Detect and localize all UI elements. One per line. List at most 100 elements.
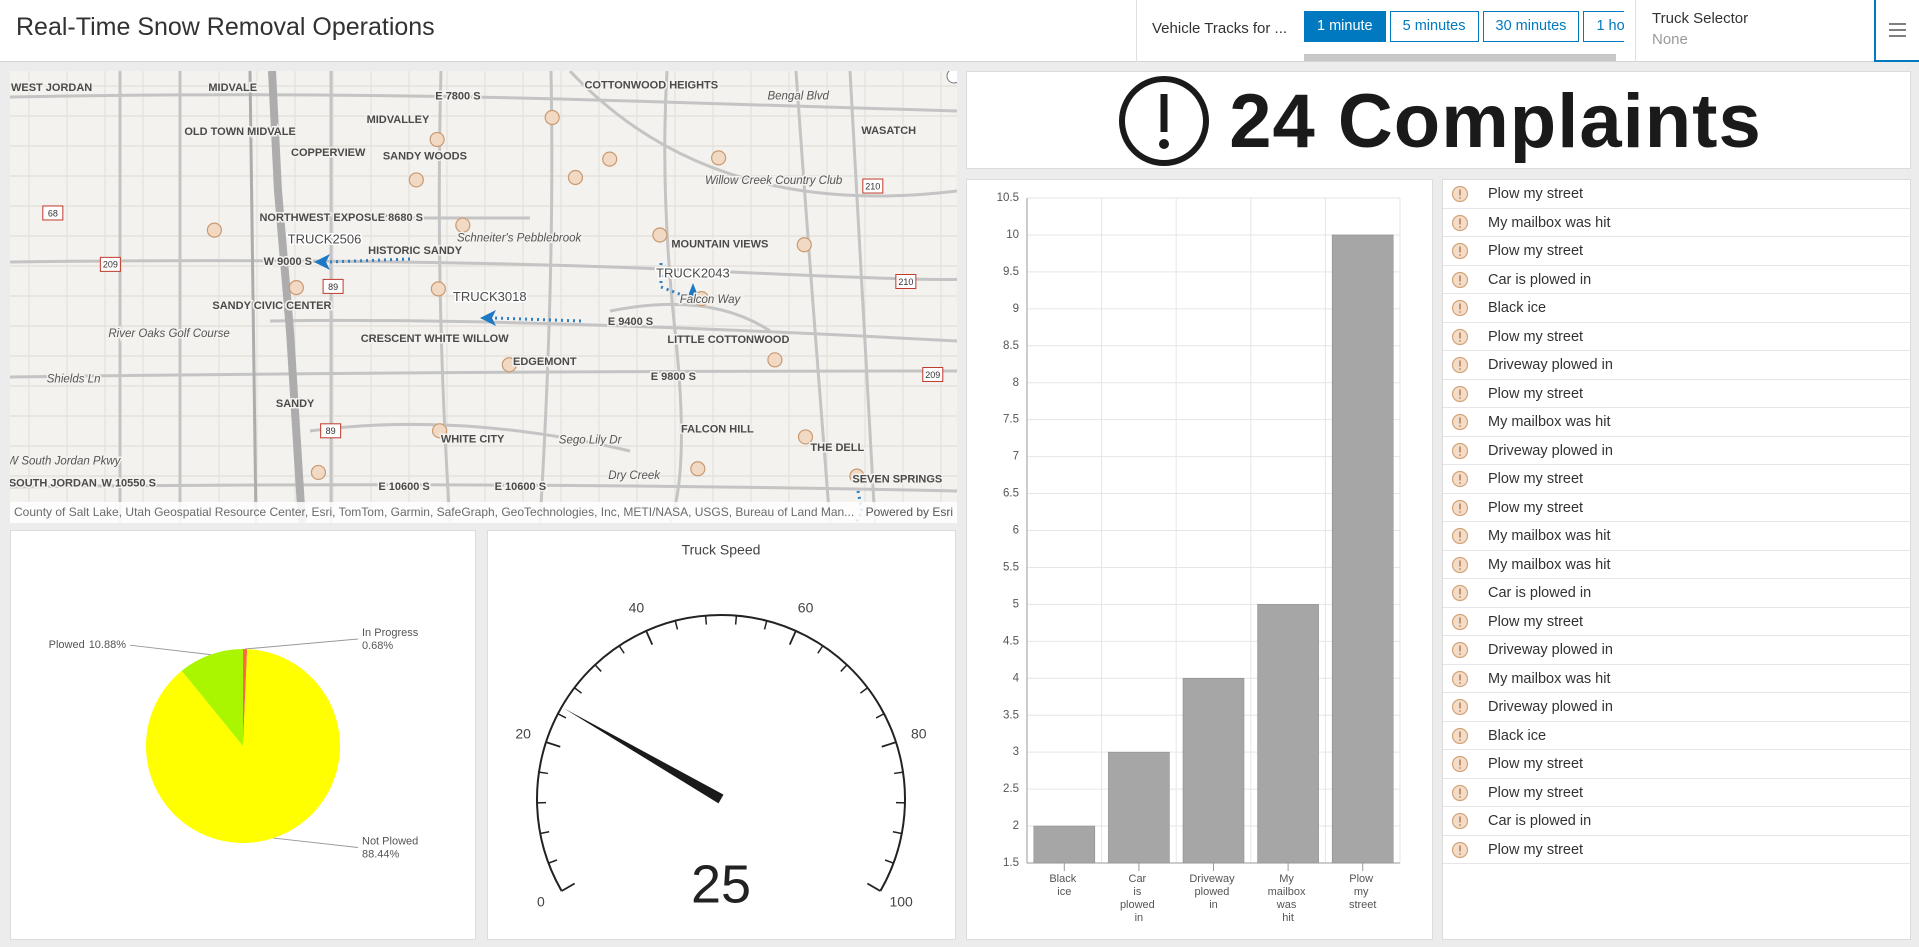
map-label: NORTHWEST EXPOSURE	[259, 212, 394, 224]
complaint-row[interactable]: Plow my street	[1443, 750, 1910, 779]
complaint-row[interactable]: Plow my street	[1443, 494, 1910, 522]
map-label: Schneiter's Pebblebrook	[457, 233, 583, 245]
map-label: MIDVALLEY	[367, 114, 430, 126]
y-tick-label: 6.5	[1003, 488, 1019, 500]
label-line: plowed	[1120, 899, 1158, 911]
complaint-row[interactable]: Plow my street	[1443, 237, 1910, 266]
complaint-row[interactable]: Plow my street	[1443, 836, 1910, 864]
selector-value[interactable]: None	[1652, 31, 1688, 48]
time-option-button[interactable]: 1 minute	[1304, 11, 1386, 42]
icon-dot	[1459, 681, 1461, 684]
complaint-marker	[429, 131, 445, 148]
y-tick-label: 8.5	[1003, 340, 1019, 352]
icon-dot	[1459, 624, 1461, 627]
time-option-button[interactable]: 5 minutes	[1389, 11, 1479, 42]
icon-dot	[1459, 339, 1461, 342]
complaint-icon	[1451, 356, 1469, 374]
icon-dot	[1459, 710, 1461, 712]
minor-tick	[859, 687, 869, 694]
label-line: Driveway	[1189, 873, 1237, 885]
complaint-row[interactable]: My mailbox was hit	[1443, 551, 1910, 579]
icon-dot	[1459, 767, 1461, 769]
map-label: SOUTH JORDAN	[10, 477, 97, 489]
complaint-text: My mailbox was hit	[1488, 528, 1611, 544]
complaint-text: Black ice	[1488, 300, 1547, 316]
complaint-text: Plow my street	[1488, 385, 1584, 402]
complaint-text: Driveway plowed in	[1488, 642, 1613, 658]
map[interactable]: WEST JORDAN MIDVALE COTTONWOOD HEIGHTS Beng…	[10, 71, 957, 523]
y-tick-label: 3.5	[1003, 709, 1019, 721]
tick-label: 0	[537, 894, 545, 910]
complaint-row[interactable]: Driveway plowed in	[1443, 693, 1910, 722]
complaint-row[interactable]: Driveway plowed in	[1443, 636, 1910, 665]
complaint-row[interactable]: Plow my street	[1443, 779, 1910, 807]
indicator-panel: 24 Complaints	[966, 71, 1911, 169]
scrollbar[interactable]	[1304, 54, 1616, 61]
icon-dot	[1459, 282, 1461, 285]
y-tick-label: 5.5	[1003, 561, 1019, 573]
menu-button[interactable]	[1874, 0, 1919, 62]
complaint-row[interactable]: Plow my street	[1443, 180, 1910, 209]
icon-mark	[1459, 731, 1461, 737]
roads	[10, 71, 957, 523]
complaint-row[interactable]: Car is plowed in	[1443, 266, 1910, 294]
complaint-icon	[1451, 527, 1469, 545]
powered-by[interactable]: Powered by Esri	[866, 505, 953, 519]
complaint-row[interactable]: Plow my street	[1443, 608, 1910, 636]
major-tick	[561, 882, 576, 892]
y-tick-label: 1.5	[1003, 857, 1019, 869]
complaint-marker	[849, 468, 865, 484]
map-label: FALCON HILL	[681, 423, 754, 435]
map-panel[interactable]: WEST JORDAN MIDVALE COTTONWOOD HEIGHTS Beng…	[10, 71, 957, 523]
complaint-row[interactable]: Plow my street	[1443, 380, 1910, 408]
icon-dot	[1459, 567, 1461, 570]
icon-dot	[1459, 539, 1461, 541]
pie-slice	[145, 649, 340, 843]
complaint-marker	[310, 464, 327, 481]
attribution-bar	[10, 502, 957, 523]
complaint-text: Driveway plowed in	[1488, 442, 1613, 459]
complaint-row[interactable]: Driveway plowed in	[1443, 351, 1910, 380]
x-tick-label: My mailbox was hit	[1268, 873, 1309, 924]
bar	[1331, 234, 1394, 864]
complaint-marker	[797, 429, 814, 445]
icon-mark	[1459, 759, 1461, 766]
map-label: E 9400 S	[608, 316, 653, 328]
complaint-icon	[1451, 442, 1469, 459]
complaint-row[interactable]: Car is plowed in	[1443, 579, 1910, 608]
complaint-row[interactable]: Car is plowed in	[1443, 807, 1910, 836]
complaint-icon	[1451, 727, 1469, 744]
complaint-row[interactable]: My mailbox was hit	[1443, 209, 1910, 237]
icon-dot	[1459, 425, 1461, 427]
complaint-icon	[1451, 242, 1469, 260]
complaint-text: Plow my street	[1488, 613, 1584, 630]
map-label: Falcon Way	[680, 294, 742, 306]
bar	[1182, 677, 1245, 864]
complaint-row[interactable]: Plow my street	[1443, 465, 1910, 494]
time-option-button[interactable]: 1 hour	[1583, 11, 1624, 42]
complaint-row[interactable]: My mailbox was hit	[1443, 665, 1910, 693]
expand-button[interactable]	[946, 71, 957, 84]
complaint-row[interactable]: My mailbox was hit	[1443, 408, 1910, 437]
y-tick-label: 2	[1013, 820, 1019, 832]
map-label: EDGEMONT	[513, 356, 577, 368]
bar	[1033, 825, 1096, 864]
route-number: 210	[898, 277, 913, 287]
complaint-row[interactable]: Black ice	[1443, 294, 1910, 323]
indicator-label: Complaints	[1337, 78, 1762, 164]
major-tick	[645, 630, 654, 645]
complaint-icon	[1451, 470, 1469, 488]
complaint-row[interactable]: Black ice	[1443, 722, 1910, 750]
complaint-row[interactable]: My mailbox was hit	[1443, 522, 1910, 551]
minor-tick	[548, 859, 558, 864]
map-label: SANDY	[276, 398, 315, 410]
time-option-button[interactable]: 30 minutes	[1482, 11, 1580, 42]
y-tick-label: 6	[1013, 525, 1019, 537]
complaint-row[interactable]: Driveway plowed in	[1443, 437, 1910, 465]
indicator-text: 24 Complaints	[1229, 78, 1761, 165]
complaint-icon	[1451, 499, 1469, 516]
x-tick-label: Driveway plowed in	[1189, 873, 1237, 911]
complaint-row[interactable]: Plow my street	[1443, 323, 1910, 351]
gauge-arc	[536, 614, 906, 892]
map-label: W 10550 S	[102, 477, 156, 489]
